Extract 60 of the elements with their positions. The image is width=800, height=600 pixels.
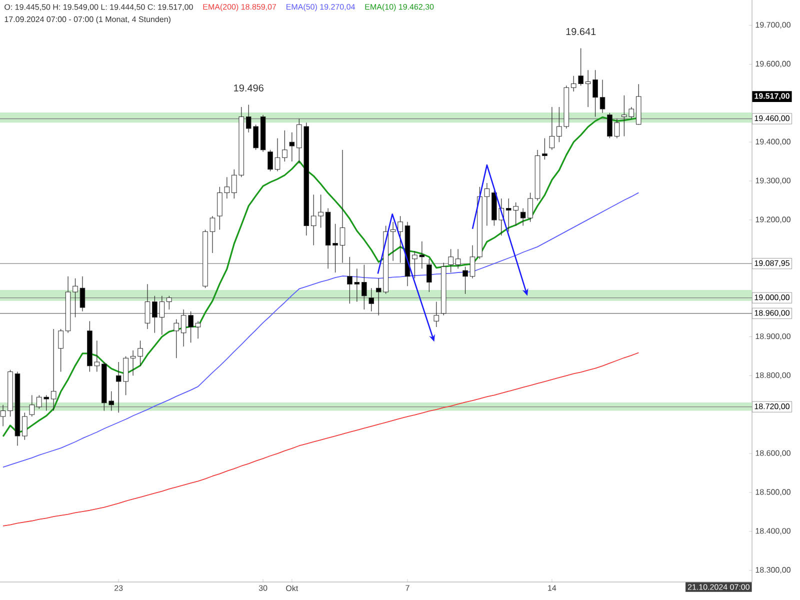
y-tick-label: 19.600,00 <box>756 60 790 68</box>
x-tick-label: 14 <box>548 585 556 591</box>
y-tick-label: 18.900,00 <box>756 333 790 340</box>
y-tick-label: 19.300,00 <box>756 178 790 184</box>
candlestick <box>0 404 6 427</box>
x-tick-label: 7 <box>406 585 410 591</box>
candlestick <box>462 266 468 294</box>
y-tick-label: 18.600,00 <box>756 450 790 457</box>
candlestick <box>29 394 35 417</box>
candlestick <box>58 328 64 372</box>
annotation: 19.641 <box>566 28 596 36</box>
ref-line-label: 19.000,00 <box>754 294 790 302</box>
annotation: 19.496 <box>234 84 264 92</box>
candlestick <box>390 222 396 262</box>
y-tick-label: 18.500,00 <box>756 489 790 496</box>
candlestick <box>289 132 295 162</box>
candlestick <box>268 150 273 172</box>
ref-line-label: 19.460,00 <box>754 115 790 122</box>
candlestick <box>549 106 555 150</box>
y-tick-label: 19.400,00 <box>756 138 790 146</box>
candlestick <box>368 288 374 312</box>
candlestick <box>144 284 150 330</box>
text: EMA(10) 19.462,30 <box>365 4 434 12</box>
text: 17.09.2024 07:00 - 07:00 (1 Monat, 4 Stunden) <box>4 16 170 24</box>
candlestick <box>80 276 86 312</box>
candlestick <box>455 248 461 269</box>
candlestick <box>22 412 28 440</box>
candlestick <box>282 130 288 162</box>
ref-line-label: 19.087,95 <box>754 260 790 267</box>
text: EMA(200) 18.859,07 <box>203 4 276 12</box>
ref-line-label: 18.720,00 <box>754 404 790 410</box>
y-tick-label: 18.400,00 <box>756 528 790 535</box>
candlestick <box>195 320 201 339</box>
chart-title: O: 19.445,50 H: 19.549,00 L: 19.444,50 C: 19.517,00 <box>4 4 193 11</box>
y-tick-label: 19.700,00 <box>756 22 790 29</box>
candlestick <box>542 138 548 160</box>
candlestick <box>426 258 432 292</box>
candlestick <box>166 296 172 310</box>
y-tick-label: 18.300,00 <box>756 567 790 574</box>
candlestick <box>50 328 56 412</box>
x-tick-label: 23 <box>114 585 123 591</box>
candlestick <box>362 264 367 310</box>
candlestick <box>470 244 476 279</box>
candlestick <box>600 80 606 114</box>
candlestick <box>72 278 78 318</box>
candlestick <box>398 216 403 264</box>
y-tick-label: 19.200,00 <box>756 216 790 224</box>
candlestick <box>210 216 216 254</box>
text: EMA(50) 19.270,04 <box>286 4 355 12</box>
x-tick-label: Okt <box>286 585 298 592</box>
y-tick-label: 18.800,00 <box>756 372 790 379</box>
text: 21.10.2024 07:00 <box>688 584 750 590</box>
candlestick <box>434 301 440 328</box>
ref-line-label: 18.960,00 <box>754 310 790 317</box>
candlestick <box>274 138 280 172</box>
candlestick <box>448 248 454 273</box>
candlestick <box>174 318 180 358</box>
candlestick <box>340 150 346 264</box>
text: 19.517,00 <box>754 93 790 100</box>
x-tick-label: 30 <box>258 585 268 591</box>
